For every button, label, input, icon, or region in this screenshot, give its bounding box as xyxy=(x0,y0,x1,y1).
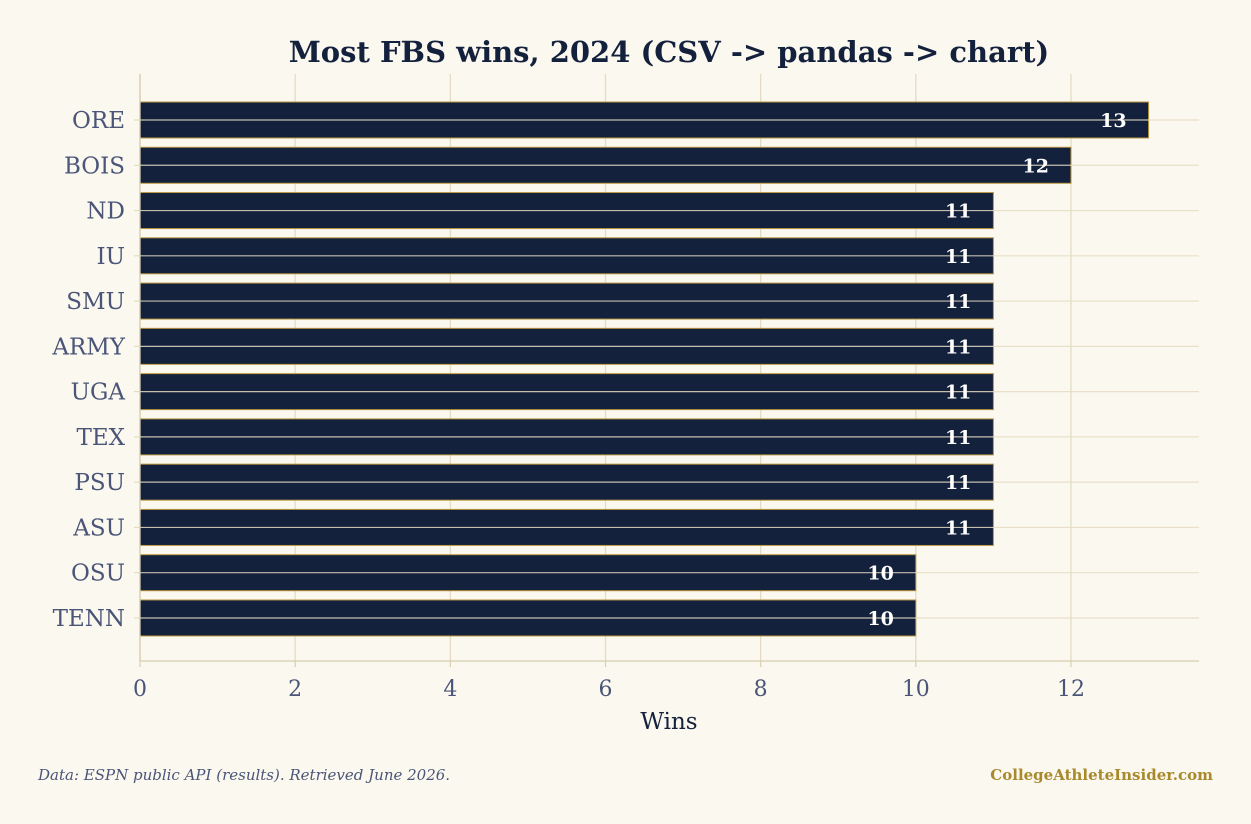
y-tick-label: OSU xyxy=(71,561,125,587)
data-label: 10 xyxy=(867,563,893,585)
y-tick-label: ND xyxy=(86,199,125,225)
y-tick-label: ASU xyxy=(72,515,125,541)
x-tick-label: 2 xyxy=(288,677,302,702)
axes: ORE BOIS ND IU SMU ARMY UGA TEX PSU ASU OSU TENN 0 2 4… xyxy=(51,74,1199,702)
x-axis-label: Wins xyxy=(640,709,697,735)
data-label: 11 xyxy=(945,201,971,223)
data-label: 11 xyxy=(945,291,971,313)
x-tick-label: 6 xyxy=(598,677,612,702)
bars xyxy=(139,101,1150,637)
x-tick-label: 4 xyxy=(443,677,457,702)
y-tick-label: UGA xyxy=(71,380,126,406)
data-label: 10 xyxy=(867,608,893,630)
y-tick-label: BOIS xyxy=(64,153,125,179)
x-tick-label: 10 xyxy=(902,677,930,702)
y-tick-label: SMU xyxy=(66,289,125,315)
y-tick-label: PSU xyxy=(74,470,125,496)
data-label: 11 xyxy=(945,246,971,268)
data-label: 11 xyxy=(945,472,971,494)
data-label: 11 xyxy=(945,382,971,404)
data-label: 13 xyxy=(1100,110,1126,132)
data-labels: 13 12 11 11 11 11 11 11 11 11 10 10 xyxy=(867,110,1126,630)
y-tick-label: TEX xyxy=(76,425,125,451)
brand-link[interactable]: CollegeAthleteInsider.com xyxy=(990,766,1213,784)
x-tick-label: 8 xyxy=(754,677,768,702)
data-label: 11 xyxy=(945,427,971,449)
y-tick-label: ORE xyxy=(72,108,125,134)
y-tick-label: IU xyxy=(97,244,125,270)
horizontal-grid-lines xyxy=(140,119,1199,619)
x-tick-label: 0 xyxy=(133,677,147,702)
data-label: 11 xyxy=(945,517,971,539)
source-note: Data: ESPN public API (results). Retriev… xyxy=(38,766,451,784)
y-tick-label: TENN xyxy=(53,606,125,632)
chart-title: Most FBS wins, 2024 (CSV -> pandas -> ch… xyxy=(289,35,1050,69)
data-label: 12 xyxy=(1023,155,1049,177)
x-tick-label: 12 xyxy=(1057,677,1085,702)
data-label: 11 xyxy=(945,336,971,358)
y-tick-label: ARMY xyxy=(51,334,125,360)
